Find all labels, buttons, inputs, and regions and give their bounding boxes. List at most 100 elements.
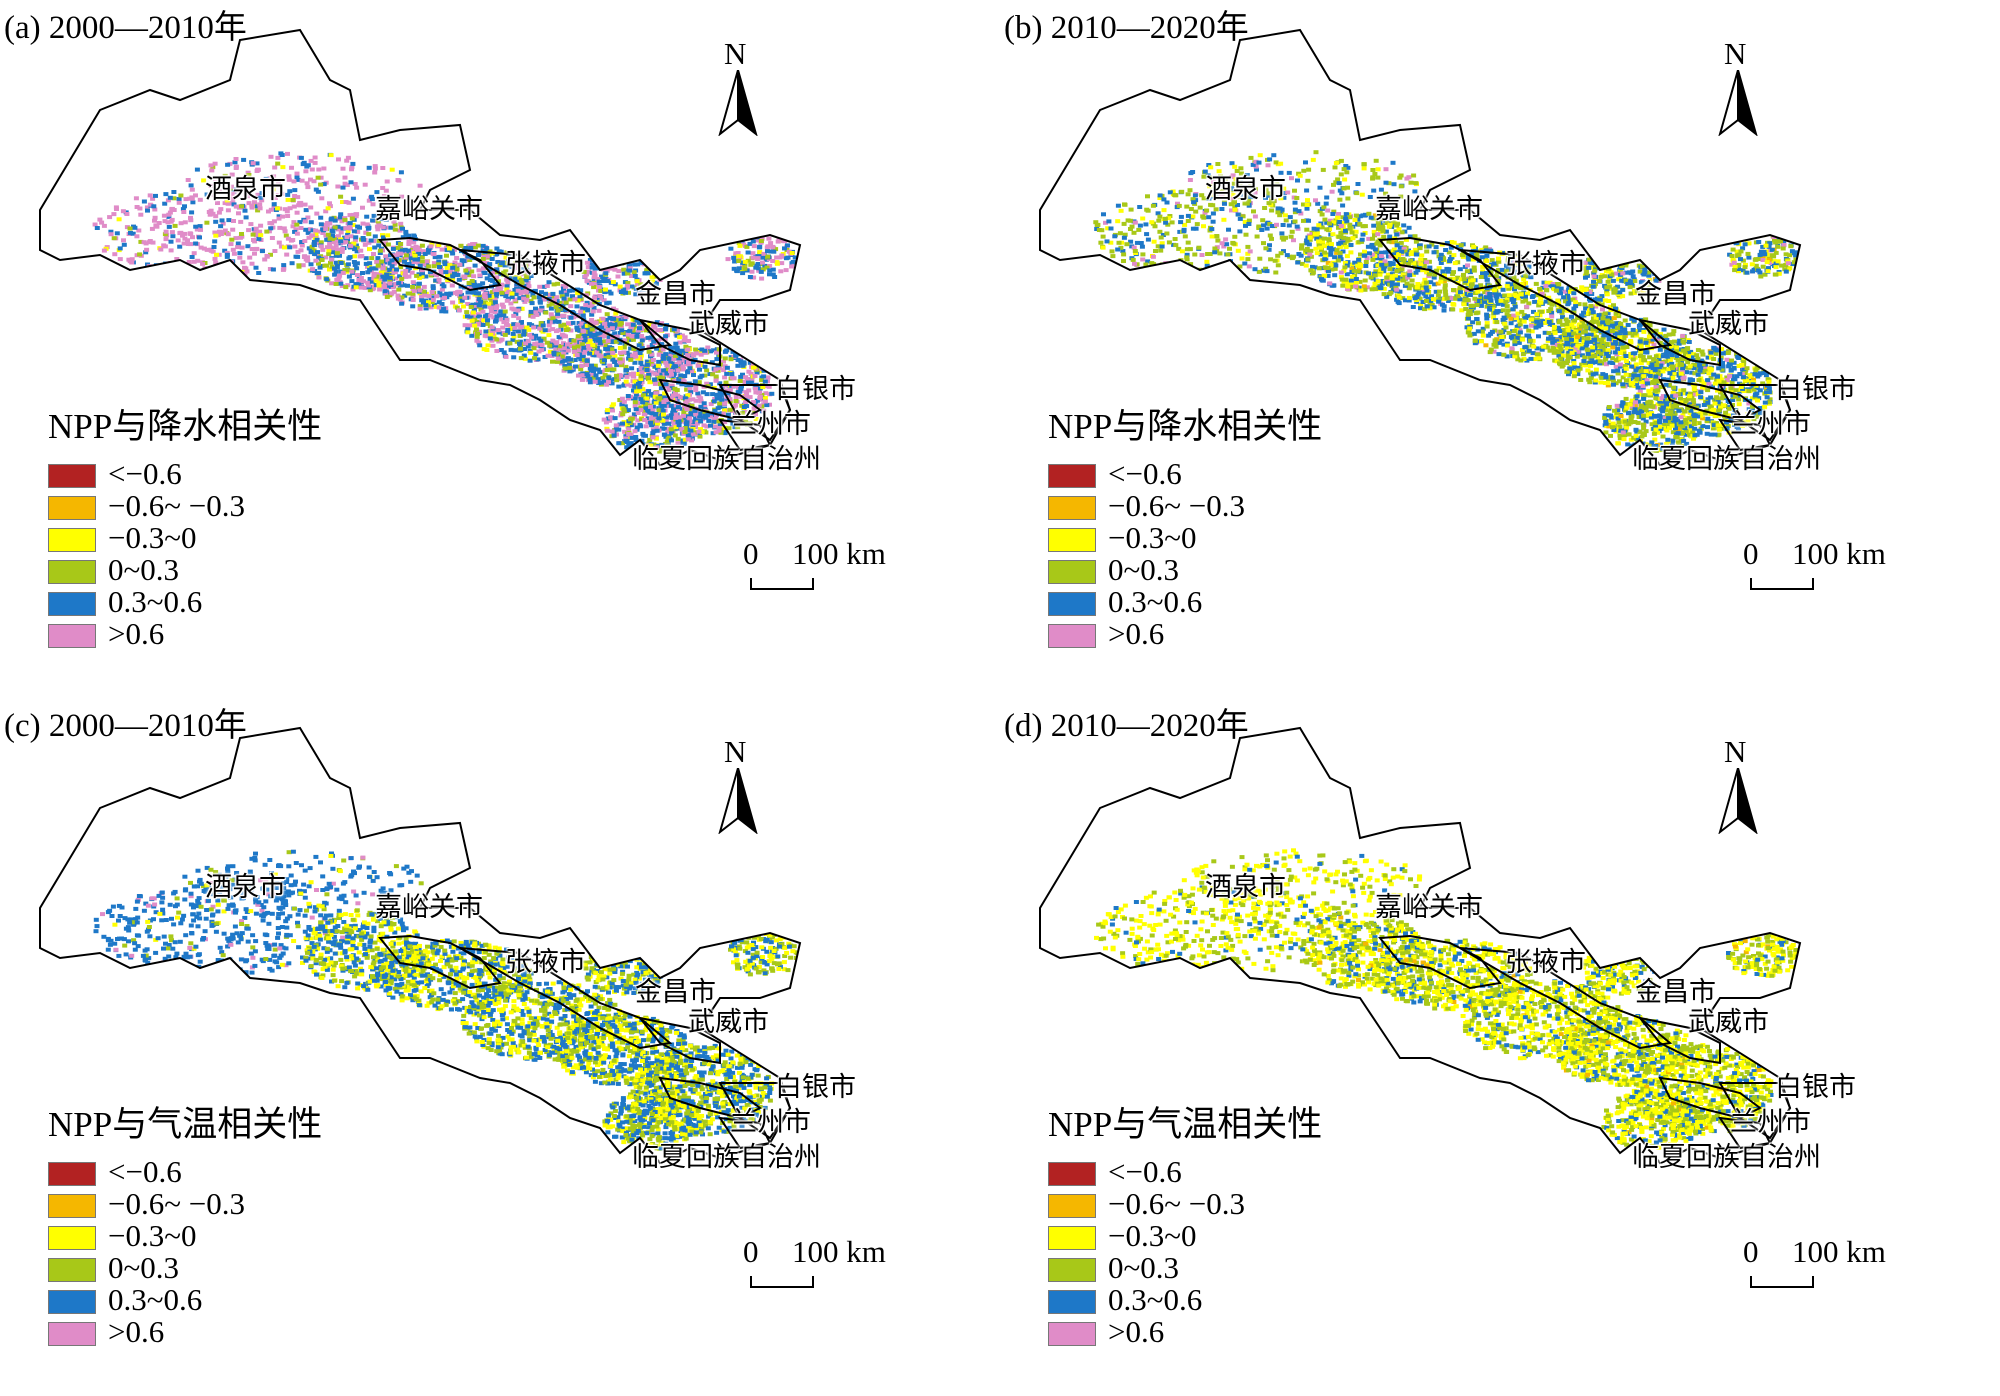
raster-pixel (500, 291, 505, 295)
raster-pixel (516, 309, 521, 313)
raster-pixel (102, 249, 107, 253)
raster-pixel (319, 244, 324, 248)
raster-pixel (230, 228, 235, 232)
raster-pixel (612, 260, 617, 264)
raster-pixel (1274, 223, 1279, 227)
raster-pixel (618, 253, 623, 257)
raster-pixel (507, 341, 512, 345)
raster-pixel (349, 180, 354, 184)
raster-pixel (702, 349, 707, 353)
raster-pixel (1409, 181, 1414, 185)
raster-pixel (292, 205, 297, 209)
legend-swatch (48, 592, 96, 616)
raster-pixel (537, 350, 542, 354)
raster-pixel (377, 288, 382, 292)
raster-pixel (411, 280, 416, 284)
raster-pixel (656, 262, 661, 266)
raster-pixel (629, 366, 634, 370)
raster-pixel (469, 305, 474, 309)
raster-pixel (647, 350, 652, 354)
raster-pixel (229, 272, 234, 276)
raster-pixel (457, 278, 462, 282)
raster-pixel (371, 252, 376, 256)
raster-pixel (1138, 224, 1143, 228)
raster-pixel (425, 259, 430, 263)
raster-pixel (343, 240, 348, 244)
raster-pixel (1231, 242, 1236, 246)
raster-pixel (616, 247, 621, 251)
raster-pixel (345, 235, 350, 239)
raster-pixel (1173, 193, 1178, 197)
raster-pixel (1303, 249, 1308, 253)
raster-pixel (1245, 245, 1250, 249)
raster-pixel (1140, 252, 1145, 256)
raster-pixel (633, 400, 638, 404)
raster-pixel (602, 418, 607, 422)
raster-pixel (1341, 236, 1346, 240)
raster-pixel (605, 368, 610, 372)
raster-pixel (1121, 259, 1126, 263)
raster-pixel (1316, 223, 1321, 227)
raster-pixel (389, 291, 394, 295)
raster-pixel (563, 367, 568, 371)
raster-pixel (738, 379, 743, 383)
raster-pixel (685, 353, 690, 357)
raster-pixel (677, 335, 682, 339)
raster-pixel (1194, 227, 1199, 231)
raster-pixel (543, 292, 548, 296)
raster-pixel (694, 351, 699, 355)
raster-pixel (464, 310, 469, 314)
raster-pixel (1295, 261, 1300, 265)
raster-pixel (1158, 249, 1163, 253)
raster-pixel (248, 222, 253, 226)
raster-pixel (512, 348, 517, 352)
raster-pixel (589, 369, 594, 373)
raster-pixel (309, 220, 314, 224)
raster-pixel (613, 416, 618, 420)
raster-pixel (1259, 228, 1264, 232)
raster-pixel (1381, 235, 1386, 239)
raster-pixel (1170, 220, 1175, 224)
raster-pixel (1307, 253, 1312, 257)
raster-pixel (313, 229, 318, 233)
raster-pixel (611, 402, 616, 406)
raster-pixel (652, 378, 657, 382)
raster-pixel (1162, 208, 1167, 212)
raster-pixel (376, 264, 381, 268)
raster-pixel (339, 231, 344, 235)
raster-pixel (511, 332, 516, 336)
raster-pixel (322, 264, 327, 268)
raster-pixel (1304, 264, 1309, 268)
raster-pixel (339, 261, 344, 265)
raster-pixel (178, 194, 183, 198)
raster-pixel (1362, 254, 1367, 258)
raster-pixel (1160, 269, 1165, 273)
raster-pixel (374, 260, 379, 264)
raster-pixel (633, 397, 638, 401)
raster-pixel (1411, 174, 1416, 178)
raster-pixel (560, 360, 565, 364)
raster-pixel (1225, 264, 1230, 268)
raster-pixel (182, 204, 187, 208)
raster-pixel (554, 341, 559, 345)
raster-pixel (292, 245, 297, 249)
raster-pixel (1354, 281, 1359, 285)
raster-pixel (703, 416, 708, 420)
raster-pixel (510, 292, 515, 296)
raster-pixel (576, 374, 581, 378)
raster-pixel (390, 264, 395, 268)
raster-pixel (616, 441, 621, 445)
raster-pixel (1362, 284, 1367, 288)
raster-pixel (177, 197, 182, 201)
raster-pixel (482, 305, 487, 309)
raster-pixel (211, 212, 216, 216)
raster-pixel (640, 250, 645, 254)
raster-pixel (1188, 178, 1193, 182)
raster-pixel (413, 254, 418, 258)
raster-pixel (716, 406, 721, 410)
raster-pixel (455, 267, 460, 271)
raster-pixel (1129, 208, 1134, 212)
raster-pixel (593, 256, 598, 260)
raster-pixel (534, 313, 539, 317)
raster-pixel (134, 234, 139, 238)
